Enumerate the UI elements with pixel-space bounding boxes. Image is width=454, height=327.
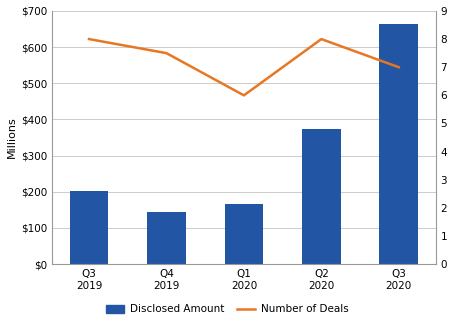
Bar: [380, 24, 418, 264]
Bar: [225, 204, 263, 264]
Bar: [69, 191, 109, 264]
Bar: [147, 212, 186, 264]
Number of Deals: [241, 94, 247, 97]
Number of Deals: [86, 37, 92, 41]
Bar: [302, 129, 340, 264]
Y-axis label: Millions: Millions: [7, 117, 17, 158]
Number of Deals: [164, 51, 169, 55]
Line: Number of Deals: Number of Deals: [89, 39, 399, 95]
Number of Deals: [319, 37, 324, 41]
Legend: Disclosed Amount, Number of Deals: Disclosed Amount, Number of Deals: [102, 300, 352, 318]
Number of Deals: [396, 65, 401, 69]
